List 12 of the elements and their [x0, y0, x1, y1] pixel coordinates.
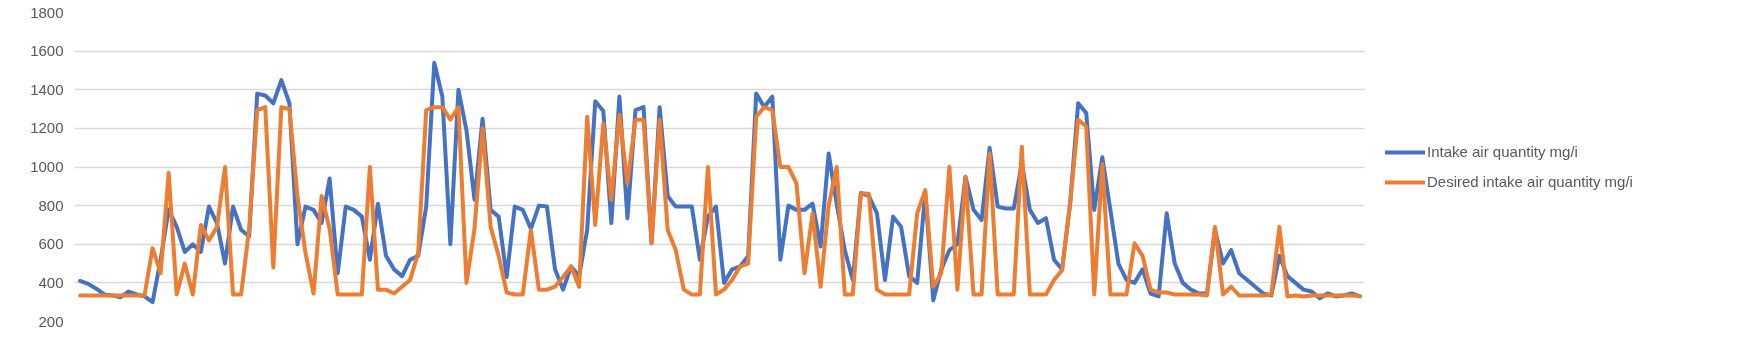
- y-tick-label: 400: [38, 273, 64, 291]
- y-tick-label: 1000: [30, 158, 64, 175]
- legend-label: Desired intake air quantity mg/i: [1427, 173, 1633, 190]
- y-tick-label: 200: [38, 312, 64, 330]
- y-tick-label: 1800: [30, 3, 64, 21]
- y-tick-label: 1400: [30, 80, 64, 98]
- y-tick-label: 600: [38, 235, 64, 253]
- y-tick-label: 1200: [30, 119, 64, 137]
- y-tick-label: 800: [38, 196, 64, 214]
- line-series: [78, 105, 1362, 299]
- y-tick-label: 1600: [30, 42, 64, 60]
- legend-label: Intake air quantity mg/i: [1427, 143, 1578, 160]
